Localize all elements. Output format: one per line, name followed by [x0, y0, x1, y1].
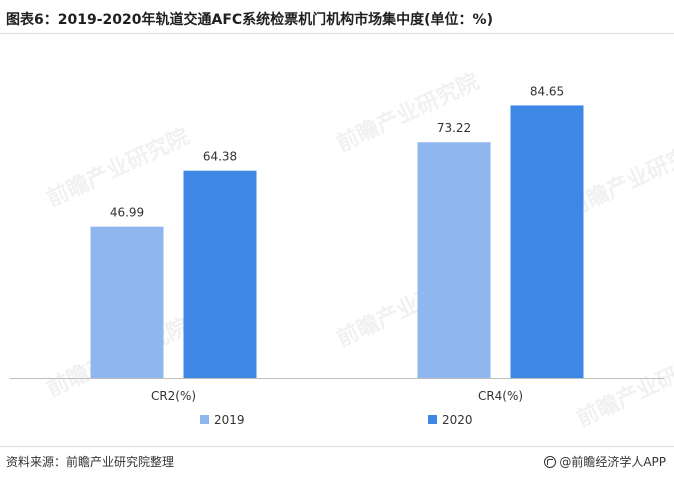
bar-2020-1	[510, 105, 584, 378]
bar-2020-0	[183, 170, 257, 378]
legend-label: 2019	[214, 413, 245, 427]
bar-chart: 46.99 64.38 CR2(%) 73.22 84.65 CR4(%) 2019 2020	[10, 84, 664, 427]
title-divider	[0, 33, 674, 34]
data-label: 73.22	[437, 121, 471, 135]
chart-title: 图表6：2019-2020年轨道交通AFC系统检票机门机构市场集中度(单位：%)	[6, 12, 493, 28]
data-label: 64.38	[203, 150, 237, 164]
data-label: 46.99	[110, 206, 144, 220]
footer-divider	[0, 446, 674, 447]
x-tick-label: CR4(%)	[478, 389, 523, 403]
data-label: 84.65	[530, 84, 564, 98]
legend-swatch-2019	[200, 415, 209, 424]
source-note: 资料来源：前瞻产业研究院整理	[6, 455, 175, 469]
brand-logo-icon	[544, 456, 557, 468]
brand-credit: @前瞻经济学人APP	[544, 453, 666, 470]
x-tick-label: CR2(%)	[151, 389, 196, 403]
legend-swatch-2020	[428, 415, 437, 424]
legend-label: 2020	[442, 413, 473, 427]
brand-label: @前瞻经济学人APP	[559, 455, 666, 469]
bar-2019-0	[90, 226, 164, 378]
bar-2019-1	[417, 142, 491, 378]
